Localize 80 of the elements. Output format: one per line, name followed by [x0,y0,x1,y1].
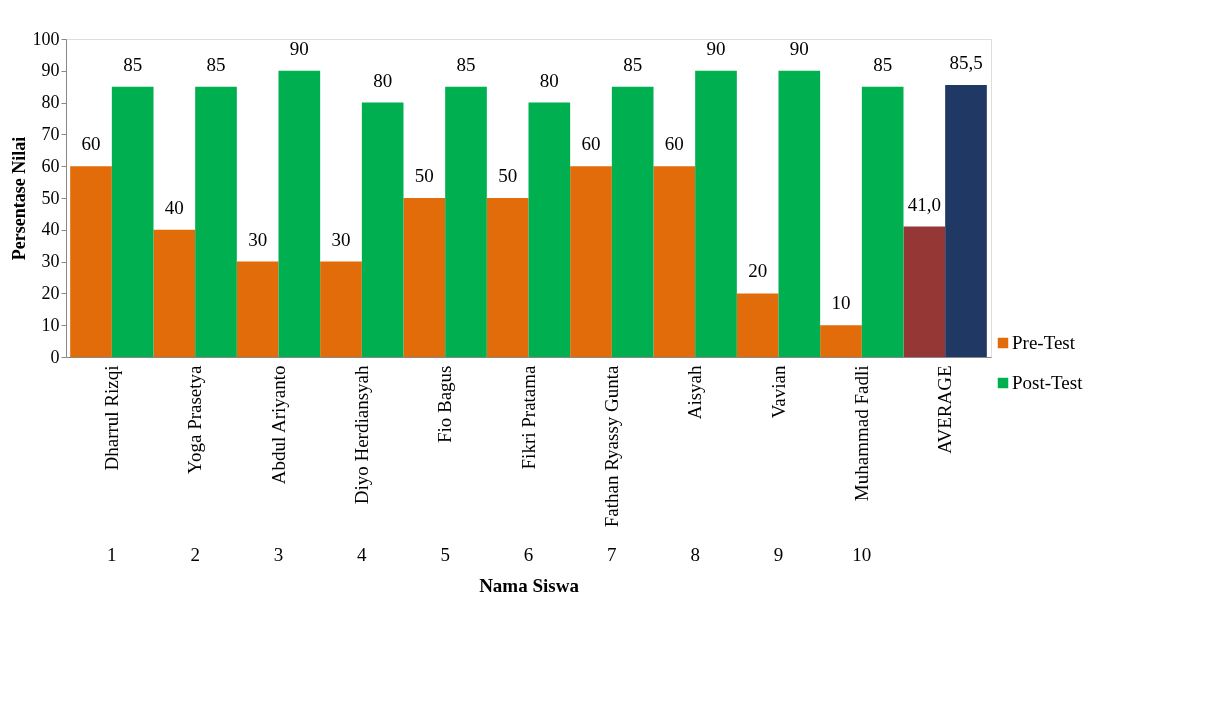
text: 3 [273,544,284,565]
data-label: 80 [373,69,393,91]
y-tick-label: 90 [41,60,60,81]
y-tick-label: 60 [41,155,60,176]
bar [70,166,112,357]
y-tick-label: 30 [41,251,60,272]
x-tick-label: Yoga Prasetya [184,364,206,474]
text: 4 [357,544,368,565]
y-tick-label: 10 [41,314,60,335]
data-label: 50 [498,165,518,186]
bar [528,102,571,357]
data-label: 41,0 [907,193,941,215]
data-label: 30 [248,228,268,250]
data-label: 85 [123,53,143,75]
x-tick-label: Fio Bagus [434,365,456,444]
y-tick-label: 0 [50,346,60,367]
text: 8 [690,544,700,565]
data-label: 40 [164,196,184,218]
data-label: 90 [706,37,726,59]
legend-label: Pre-Test [1012,332,1076,353]
bar [611,86,654,357]
bar [570,166,612,357]
data-label: 85,5 [949,52,983,74]
data-label: 10 [831,292,851,314]
bar [861,86,904,357]
text: 5 [440,544,450,565]
bar [903,226,946,357]
bar [195,86,237,357]
bar [278,70,321,357]
text: 7 [607,544,617,565]
x-axis-title: Nama Siswa [479,575,580,597]
data-label: 20 [748,260,768,282]
bar [486,198,529,357]
text: 6 [523,544,534,565]
data-label: 90 [789,37,809,59]
bar [320,261,362,357]
data-label: 80 [539,69,559,91]
bar [778,70,821,357]
x-tick-label: Abdul Ariyanto [267,365,289,485]
y-axis-title: Persentase Nilai [8,136,29,261]
bar [945,85,987,357]
bar [653,166,696,357]
data-label: 50 [414,165,434,186]
text: 9 [773,544,784,565]
x-tick-label: Fathan Ryassy Gunta [600,364,622,528]
y-tick-label: 80 [41,92,60,113]
bar [153,229,196,357]
y-tick-label: 100 [32,28,60,49]
text: 2 [190,544,200,565]
bar [445,86,487,357]
data-label: 85 [456,53,476,75]
text: 10 [852,544,872,565]
y-tick-label: 70 [41,123,60,144]
legend-label: Post-Test [1012,372,1084,393]
data-label: 85 [623,53,643,75]
y-tick-label: 40 [41,219,60,240]
data-label: 85 [206,53,226,75]
x-tick-label: Dharrul Rizqi [100,365,122,471]
bar [111,86,154,357]
x-tick-label: Aisyah [684,365,706,420]
x-tick-label: Fikri Pratama [517,364,539,470]
bar [403,198,446,357]
data-label: 60 [81,133,101,155]
x-tick-label: Vavian [767,365,789,419]
x-tick-label: Muhammad Fadli [850,365,872,502]
bar [736,293,779,357]
bar [820,325,862,357]
x-tick-label: Diyo Herdiansyah [350,365,372,505]
x-tick-label: AVERAGE [934,365,956,454]
data-label: 30 [331,228,351,250]
y-tick-label: 20 [41,282,60,303]
text: 1 [107,544,117,565]
bar [236,261,279,357]
data-label: 60 [581,133,601,155]
bar [361,102,404,357]
bar [695,70,737,357]
data-label: 85 [873,53,893,75]
y-tick-label: 50 [41,187,60,208]
data-label: 60 [664,133,684,155]
data-label: 90 [289,37,309,59]
